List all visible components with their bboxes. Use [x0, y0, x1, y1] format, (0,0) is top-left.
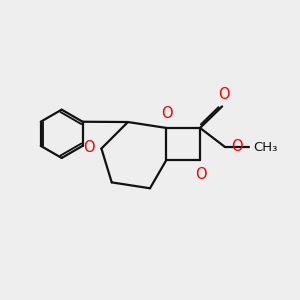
Text: O: O [232, 139, 243, 154]
Text: O: O [195, 167, 207, 182]
Text: O: O [218, 87, 230, 102]
Text: O: O [162, 106, 173, 122]
Text: O: O [83, 140, 95, 155]
Text: CH₃: CH₃ [253, 141, 278, 154]
